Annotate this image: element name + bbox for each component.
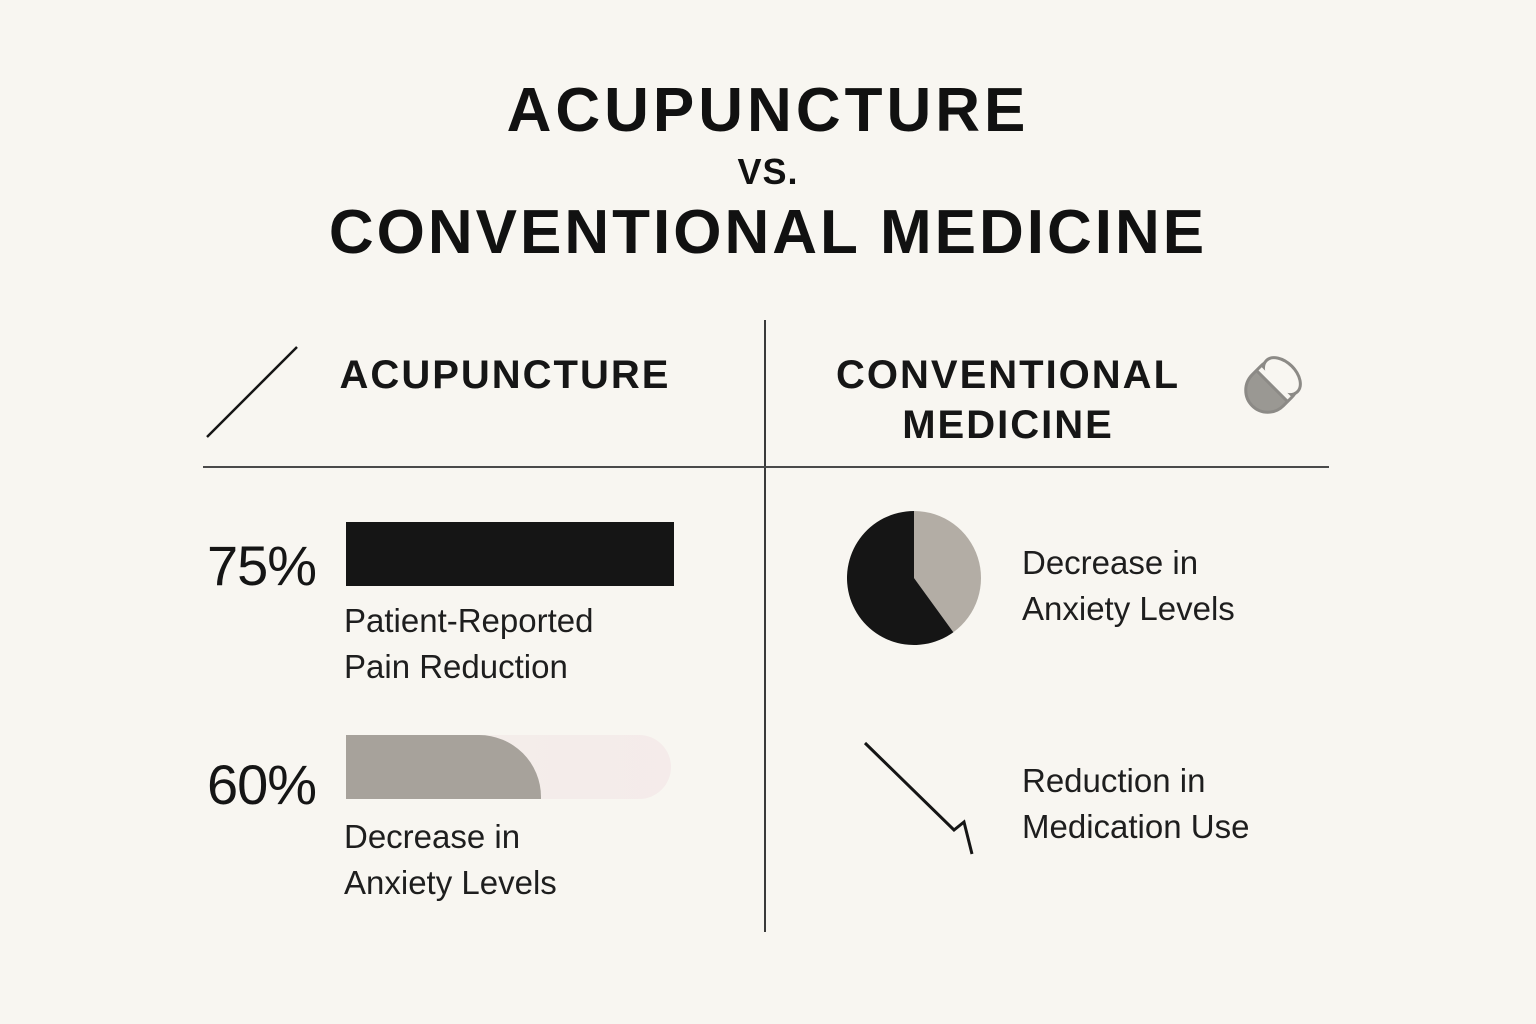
stat-value-pain-reduction: 75%: [207, 534, 317, 597]
column-heading-conventional-medicine: CONVENTIONAL MEDICINE: [836, 353, 1180, 447]
stat-label-medication-reduction: Reduction in Medication Use: [1022, 762, 1250, 845]
bar-track-pain-reduction: [346, 522, 783, 586]
pill-capsule-icon: [1244, 356, 1302, 414]
pie-chart-icon: [847, 511, 981, 645]
stat-label-anxiety-decrease-conventional: Decrease in Anxiety Levels: [1022, 544, 1235, 627]
pie-slice-dark: [847, 511, 954, 645]
needle-icon: [206, 346, 298, 438]
vertical-divider: [764, 320, 766, 932]
stat-label-anxiety-decrease: Decrease in Anxiety Levels: [344, 818, 557, 901]
bar-fill-pain-reduction: [346, 522, 674, 586]
stat-value-anxiety-decrease: 60%: [207, 753, 317, 816]
declining-line-icon: [863, 741, 974, 855]
stat-label-pain-reduction: Patient-Reported Pain Reduction: [344, 602, 594, 685]
pie-slice-light: [914, 511, 981, 633]
vs-title: VS.: [737, 151, 799, 192]
bar-track-anxiety-decrease: [346, 735, 671, 799]
bar-fill-anxiety-decrease: [346, 735, 541, 799]
horizontal-divider: [203, 466, 1329, 468]
subtitle: CONVENTIONAL MEDICINE: [328, 198, 1208, 267]
column-heading-acupuncture: ACUPUNCTURE: [339, 353, 671, 397]
main-title: ACUPUNCTURE: [506, 76, 1030, 145]
